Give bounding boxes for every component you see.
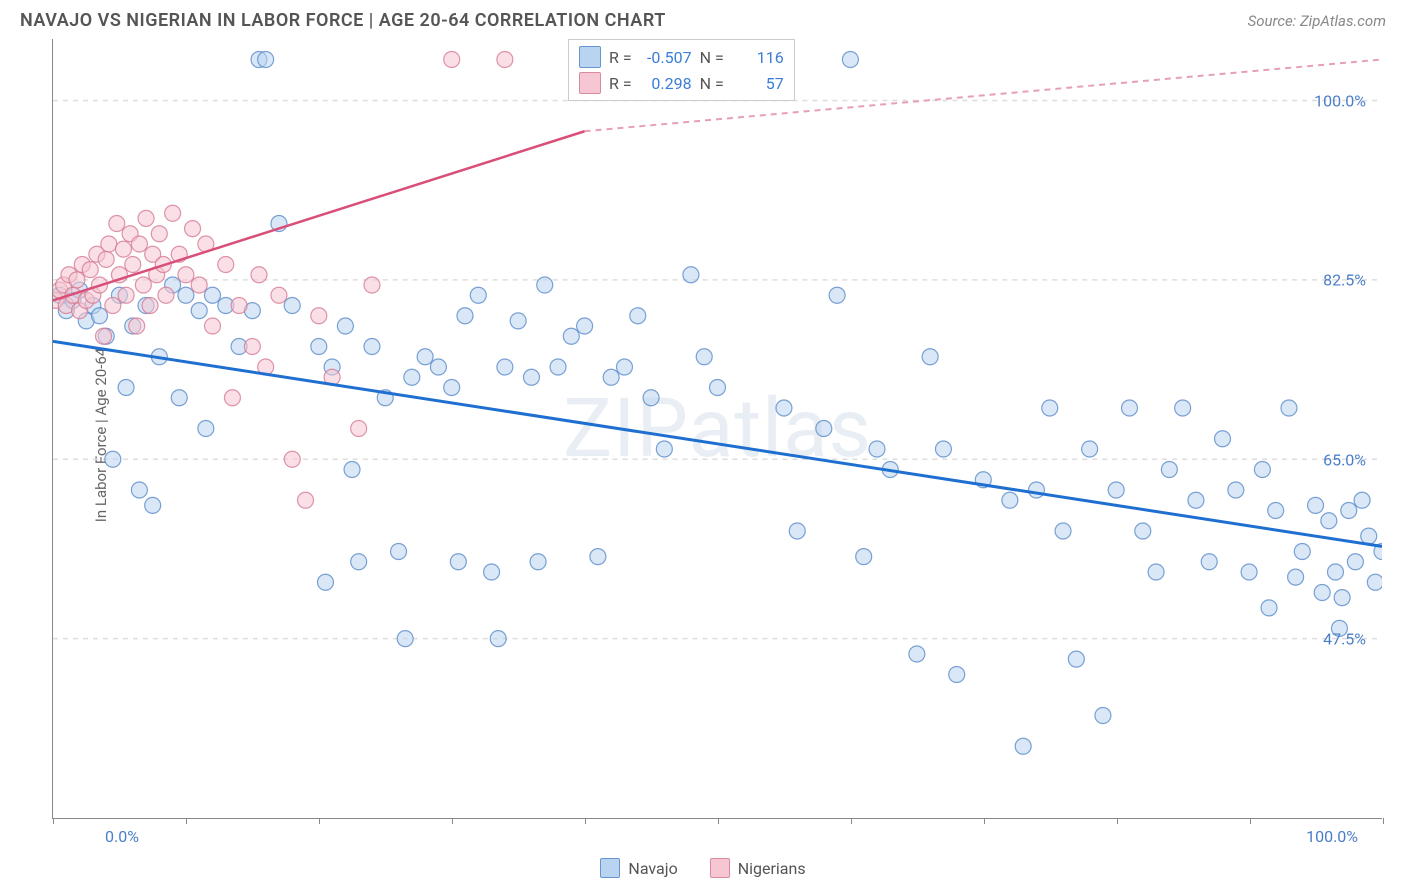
- stats-row-nigerians: R = 0.298 N = 57: [579, 70, 784, 96]
- y-tick-label: 82.5%: [1323, 271, 1366, 290]
- plot-area: ZIPatlas R = -0.507 N = 116 R = 0.298 N …: [52, 39, 1382, 819]
- x-tick: [1250, 818, 1251, 824]
- stats-n-label: N =: [700, 48, 724, 67]
- stats-r-navajo: -0.507: [640, 48, 692, 67]
- stats-n-label: N =: [700, 74, 724, 93]
- x-tick: [186, 818, 187, 824]
- legend-navajo: Navajo: [600, 858, 677, 878]
- x-tick: [452, 818, 453, 824]
- x-tick: [319, 818, 320, 824]
- chart-title: NAVAJO VS NIGERIAN IN LABOR FORCE | AGE …: [20, 10, 666, 31]
- y-tick-label: 100.0%: [1314, 91, 1366, 110]
- stats-box: R = -0.507 N = 116 R = 0.298 N = 57: [568, 39, 795, 101]
- x-tick: [984, 818, 985, 824]
- legend-swatch-navajo: [600, 858, 620, 878]
- stats-n-nigerians: 57: [732, 74, 784, 93]
- x-tick: [1117, 818, 1118, 824]
- stats-row-navajo: R = -0.507 N = 116: [579, 44, 784, 70]
- stats-swatch-navajo: [579, 46, 601, 68]
- stats-r-label: R =: [609, 48, 632, 67]
- x-tick: [1383, 818, 1384, 824]
- legend-label-navajo: Navajo: [628, 859, 677, 878]
- stats-n-navajo: 116: [732, 48, 784, 67]
- legend-swatch-nigerians: [710, 858, 730, 878]
- x-tick: [851, 818, 852, 824]
- x-tick: [718, 818, 719, 824]
- plot-svg: [53, 39, 1382, 818]
- x-tick: [53, 818, 54, 824]
- y-tick-label: 47.5%: [1323, 630, 1366, 649]
- stats-r-label: R =: [609, 74, 632, 93]
- stats-swatch-nigerians: [579, 72, 601, 94]
- legend-nigerians: Nigerians: [710, 858, 806, 878]
- stats-r-nigerians: 0.298: [640, 74, 692, 93]
- y-tick-label: 65.0%: [1323, 450, 1366, 469]
- legend-label-nigerians: Nigerians: [738, 859, 806, 878]
- x-tick: [585, 818, 586, 824]
- source-label: Source: ZipAtlas.com: [1248, 12, 1386, 30]
- legend-footer: Navajo Nigerians: [0, 844, 1406, 892]
- chart-container: In Labor Force | Age 20-64 ZIPatlas R = …: [0, 39, 1406, 831]
